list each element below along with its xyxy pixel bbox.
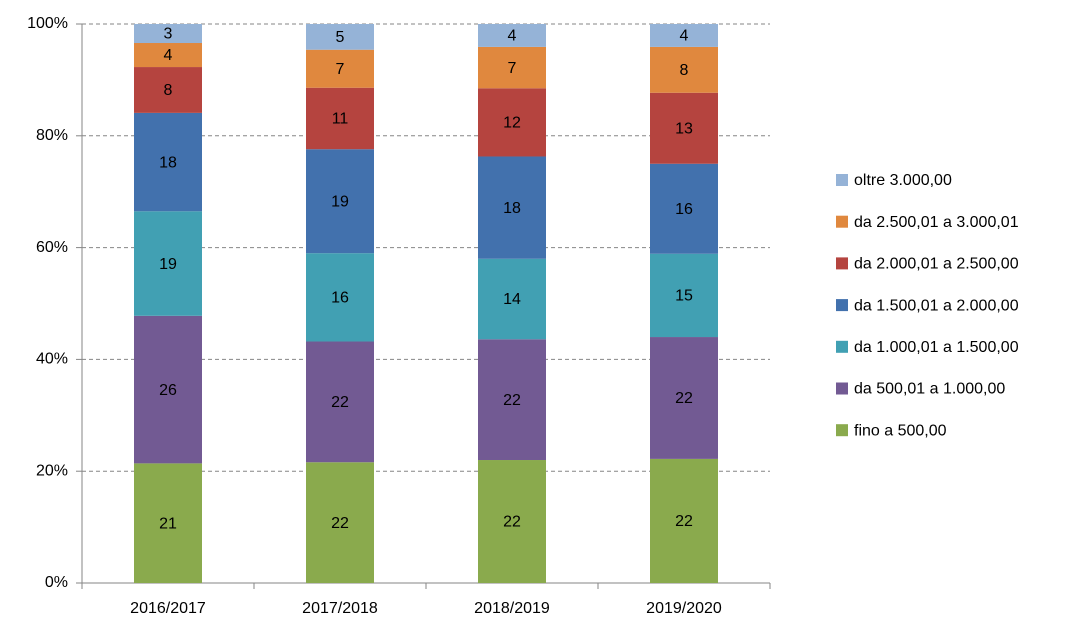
bar-segment <box>650 92 718 164</box>
y-tick-label: 100% <box>27 15 68 32</box>
bar-segment <box>306 149 374 254</box>
legend-swatch <box>836 257 848 270</box>
bar-segment <box>134 43 202 68</box>
bar-segment <box>650 458 718 583</box>
data-label: 22 <box>331 515 349 532</box>
legend-label: da 1.000,01 a 1.500,00 <box>854 339 1019 356</box>
bar-segment <box>134 112 202 212</box>
bar-segment <box>306 49 374 88</box>
legend-label: da 1.500,01 a 2.000,00 <box>854 297 1019 314</box>
data-label: 4 <box>508 28 517 45</box>
bar-segment <box>478 460 546 583</box>
data-label: 16 <box>331 290 349 307</box>
data-label: 8 <box>680 62 689 79</box>
data-label: 22 <box>675 390 693 407</box>
legend-label: da 2.500,01 a 3.000,01 <box>854 214 1019 231</box>
bar-segment <box>306 341 374 463</box>
bar-segment <box>650 163 718 254</box>
bar-segment <box>134 67 202 113</box>
bar-segment <box>306 462 374 583</box>
bar-segment <box>478 46 546 89</box>
data-label: 13 <box>675 120 693 137</box>
y-tick-label: 40% <box>36 351 68 368</box>
y-tick-label: 80% <box>36 127 68 144</box>
data-label: 3 <box>164 26 173 43</box>
data-label: 12 <box>503 115 521 132</box>
data-label: 22 <box>503 392 521 409</box>
x-tick-label: 2017/2018 <box>302 600 378 617</box>
bar-segment <box>650 46 718 93</box>
data-label: 7 <box>336 61 345 78</box>
data-label: 26 <box>159 382 177 399</box>
data-label: 22 <box>675 513 693 530</box>
y-tick-label: 60% <box>36 239 68 256</box>
data-label: 11 <box>332 111 349 128</box>
legend-swatch <box>836 340 848 353</box>
legend-swatch <box>836 174 848 186</box>
bar-segment <box>306 24 374 50</box>
x-tick-label: 2016/2017 <box>130 600 206 617</box>
bar-segment <box>478 88 546 157</box>
x-tick-label: 2018/2019 <box>474 600 550 617</box>
y-tick-label: 0% <box>45 574 68 591</box>
bar-segment <box>134 463 202 583</box>
bar-segment <box>306 87 374 150</box>
bar-segment <box>134 315 202 464</box>
data-label: 4 <box>164 47 173 64</box>
data-label: 14 <box>503 291 521 308</box>
data-label: 15 <box>675 288 693 305</box>
legend-swatch <box>836 382 848 395</box>
bar-segment <box>478 258 546 340</box>
data-label: 19 <box>331 193 349 210</box>
bar-segment <box>478 156 546 259</box>
legend-label: fino a 500,00 <box>854 422 947 439</box>
legend-label: oltre 3.000,00 <box>854 172 952 189</box>
legend-label: da 500,01 a 1.000,00 <box>854 381 1005 398</box>
data-label: 5 <box>336 29 345 46</box>
bar-segment <box>134 211 202 316</box>
bar-segment <box>650 24 718 47</box>
legend-swatch <box>836 215 848 228</box>
legend-swatch <box>836 299 848 312</box>
data-label: 4 <box>680 28 689 45</box>
bar-segment <box>650 253 718 338</box>
bar-segment <box>478 24 546 47</box>
y-tick-label: 20% <box>36 462 68 479</box>
data-label: 18 <box>503 200 521 217</box>
data-label: 21 <box>159 515 177 532</box>
bar-segment <box>134 24 202 44</box>
x-tick-label: 2019/2020 <box>646 600 722 617</box>
data-label: 8 <box>164 82 173 99</box>
data-label: 22 <box>331 394 349 411</box>
legend-swatch <box>836 424 848 437</box>
data-label: 22 <box>503 514 521 531</box>
data-label: 7 <box>508 60 517 77</box>
data-label: 19 <box>159 256 177 273</box>
data-label: 16 <box>675 201 693 218</box>
bar-segment <box>650 337 718 459</box>
data-label: 18 <box>159 154 177 171</box>
bar-segment <box>478 339 546 461</box>
bar-segment <box>306 253 374 342</box>
legend-label: da 2.000,01 a 2.500,00 <box>854 256 1019 273</box>
